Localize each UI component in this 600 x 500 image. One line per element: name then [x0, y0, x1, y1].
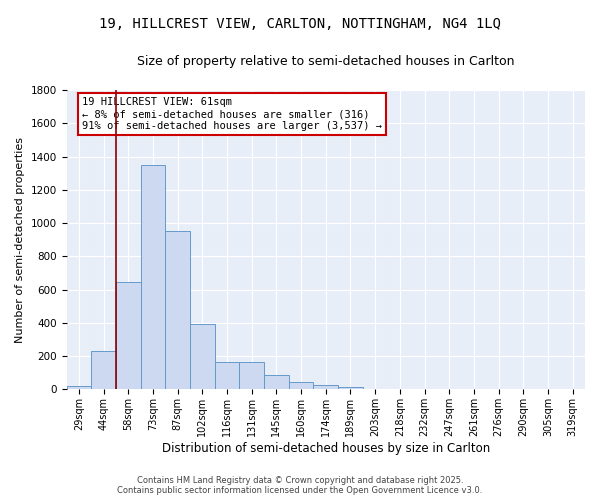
Bar — [289, 382, 313, 390]
Bar — [363, 388, 388, 390]
Text: 19 HILLCREST VIEW: 61sqm
← 8% of semi-detached houses are smaller (316)
91% of s: 19 HILLCREST VIEW: 61sqm ← 8% of semi-de… — [82, 98, 382, 130]
Bar — [67, 386, 91, 390]
Bar — [239, 362, 264, 390]
Bar — [165, 232, 190, 390]
X-axis label: Distribution of semi-detached houses by size in Carlton: Distribution of semi-detached houses by … — [161, 442, 490, 455]
Y-axis label: Number of semi-detached properties: Number of semi-detached properties — [15, 136, 25, 342]
Bar — [140, 165, 165, 390]
Bar — [338, 387, 363, 390]
Bar — [215, 362, 239, 390]
Bar — [190, 324, 215, 390]
Bar — [313, 386, 338, 390]
Bar — [264, 375, 289, 390]
Text: 19, HILLCREST VIEW, CARLTON, NOTTINGHAM, NG4 1LQ: 19, HILLCREST VIEW, CARLTON, NOTTINGHAM,… — [99, 18, 501, 32]
Bar — [91, 351, 116, 390]
Text: Contains HM Land Registry data © Crown copyright and database right 2025.
Contai: Contains HM Land Registry data © Crown c… — [118, 476, 482, 495]
Bar — [116, 282, 140, 390]
Title: Size of property relative to semi-detached houses in Carlton: Size of property relative to semi-detach… — [137, 55, 515, 68]
